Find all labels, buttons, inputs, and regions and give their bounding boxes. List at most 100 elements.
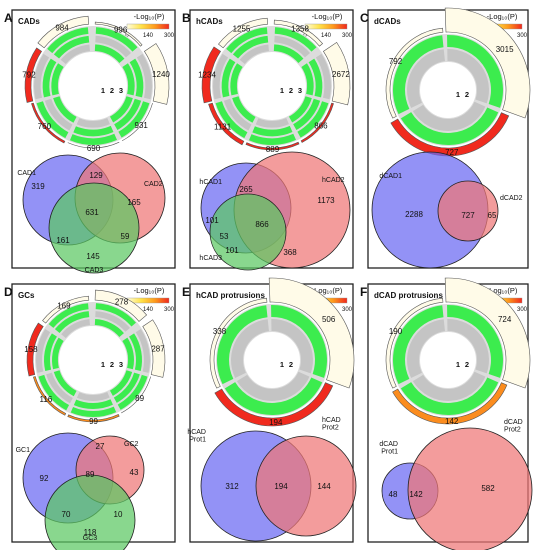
- donut-segment: [214, 382, 334, 427]
- segment-count: 727: [445, 148, 459, 157]
- segment-count: 1358: [291, 24, 309, 33]
- venn-circle: [48, 182, 140, 274]
- segment-count: 287: [151, 345, 165, 354]
- venn-region-count: 144: [317, 482, 331, 491]
- ring-index: 1: [456, 360, 460, 369]
- ring-band: [226, 27, 268, 54]
- ring-band: [301, 63, 314, 96]
- ring-band: [213, 53, 229, 100]
- venn-circle: [437, 180, 499, 242]
- ring-band: [293, 98, 321, 131]
- donut-segment: [268, 277, 355, 389]
- ring-index: 2: [465, 90, 469, 99]
- venn-set-label: hCAD2: [322, 177, 345, 184]
- venn-region-count: 866: [255, 220, 269, 229]
- panel-letter: E: [182, 285, 190, 299]
- segment-count: 996: [114, 25, 128, 34]
- colorbar-tick: 300: [342, 33, 353, 39]
- segment-count: 99: [89, 417, 98, 426]
- colorbar-tick: 300: [164, 33, 175, 39]
- ring-band: [248, 133, 296, 145]
- donut-chart: 724 142 190 1 2: [385, 277, 531, 426]
- venn-diagram: 312 194 144 hCAD Prot1 hCAD Prot2: [187, 417, 357, 542]
- donut-chart: 3015 727 792 1 2: [385, 7, 531, 157]
- ring-band: [38, 374, 70, 411]
- ring-band: [407, 319, 445, 378]
- venn-diagram: 48 142 582 dCAD Prot1 dCAD Prot2: [379, 419, 533, 550]
- segment-count: 866: [314, 122, 328, 131]
- donut-segment: [142, 319, 166, 378]
- venn-set-label: GC3: [83, 535, 98, 542]
- venn-region-count: 319: [31, 182, 45, 191]
- colorbar-tick: 300: [517, 33, 528, 39]
- ring-index: 2: [465, 360, 469, 369]
- colorbar-label: -Log₁₀(P): [312, 286, 343, 295]
- venn-region-count: 43: [130, 468, 139, 477]
- venn-region-count: 142: [409, 490, 423, 499]
- panel-letter: C: [360, 11, 369, 25]
- colorbar-tick: 140: [143, 33, 154, 39]
- venn-set-label: dCAD1: [379, 173, 402, 180]
- panel-title: dCAD protrusions: [374, 291, 443, 300]
- ring-band: [273, 44, 304, 64]
- venn-set-label: CAD3: [85, 267, 104, 274]
- ring-band: [54, 311, 90, 333]
- donut-segment: [444, 7, 531, 119]
- ring-band: [109, 370, 133, 396]
- ring-band: [51, 337, 64, 370]
- ring-index: 2: [110, 360, 114, 369]
- colorbar-label: -Log₁₀(P): [487, 286, 518, 295]
- segment-count: 792: [22, 71, 36, 80]
- segment-count: 506: [322, 315, 336, 324]
- venn-region-count: 101: [205, 216, 219, 225]
- venn-set-label: hCAD Prot2: [322, 417, 341, 432]
- venn-region-count: 48: [389, 490, 398, 499]
- venn-region-count: 582: [481, 484, 495, 493]
- venn-region-count: 101: [225, 246, 239, 255]
- donut-segment: [94, 289, 148, 322]
- ring-index: 2: [110, 86, 114, 95]
- venn-region-count: 27: [96, 442, 105, 451]
- ring-band: [118, 101, 150, 138]
- ring-band: [393, 35, 444, 115]
- ring-band: [113, 372, 140, 403]
- ring-band: [223, 98, 252, 131]
- ring-band: [61, 319, 90, 338]
- segment-count: 931: [135, 121, 149, 130]
- panel-a: A CADs -Log₁₀(P) 0 140 300 984 996 1240 931 690 760…: [4, 9, 176, 274]
- ring-band: [271, 305, 327, 378]
- segment-count: 1255: [233, 25, 251, 34]
- venn-circle: [255, 435, 357, 537]
- venn-diagram: 319 129 165 631 161 59 145 CAD1 CAD2 CAD3: [17, 152, 166, 274]
- venn-region-count: 59: [121, 232, 130, 241]
- ring-band: [48, 303, 89, 328]
- ring-index: 3: [298, 86, 302, 95]
- venn-region-count: 1173: [317, 196, 335, 205]
- segment-count: 3015: [496, 45, 514, 54]
- ring-band: [129, 333, 143, 372]
- ring-band: [232, 35, 269, 59]
- donut-track: [216, 304, 328, 416]
- segment-count: 889: [266, 145, 280, 154]
- ring-band: [274, 27, 317, 52]
- venn-set-label: hCAD1: [199, 179, 222, 186]
- colorbar-label: -Log₁₀(P): [312, 12, 343, 21]
- donut-chart: 169 278 287 89 99 116 158 1 2 3: [24, 289, 166, 426]
- ring-band: [42, 58, 57, 98]
- ring-band: [76, 391, 110, 401]
- venn-diagram: 2288 727 65 dCAD1 dCAD2: [371, 151, 523, 269]
- colorbar: [126, 297, 170, 304]
- panel-c: CdCADs-Log₁₀(P)0140300301572779212228872…: [360, 7, 531, 269]
- segment-count: 760: [38, 122, 52, 131]
- ring-index: 2: [289, 360, 293, 369]
- ring-band: [297, 101, 329, 138]
- segment-count: 89: [135, 394, 144, 403]
- donut-segment: [94, 21, 143, 47]
- ring-band: [95, 303, 137, 327]
- ring-band: [412, 101, 486, 132]
- ring-band: [43, 333, 57, 372]
- ring-band: [447, 49, 489, 104]
- colorbar-tick: 300: [342, 307, 353, 313]
- venn-region-count: 265: [239, 185, 253, 194]
- donut-segment: [208, 102, 245, 146]
